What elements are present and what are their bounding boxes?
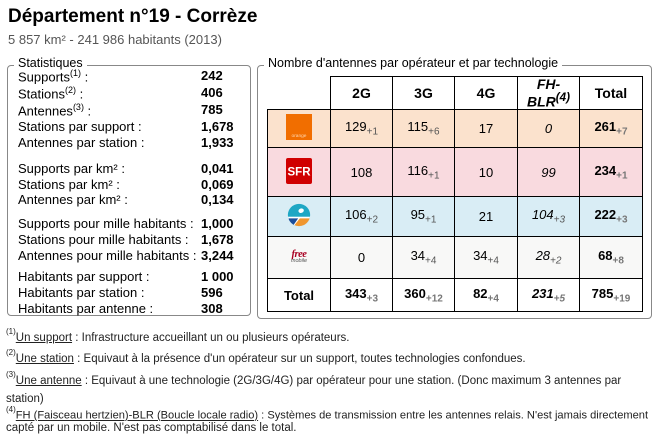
svg-text:SFR: SFR <box>288 166 312 178</box>
svg-text:orange: orange <box>292 133 307 139</box>
